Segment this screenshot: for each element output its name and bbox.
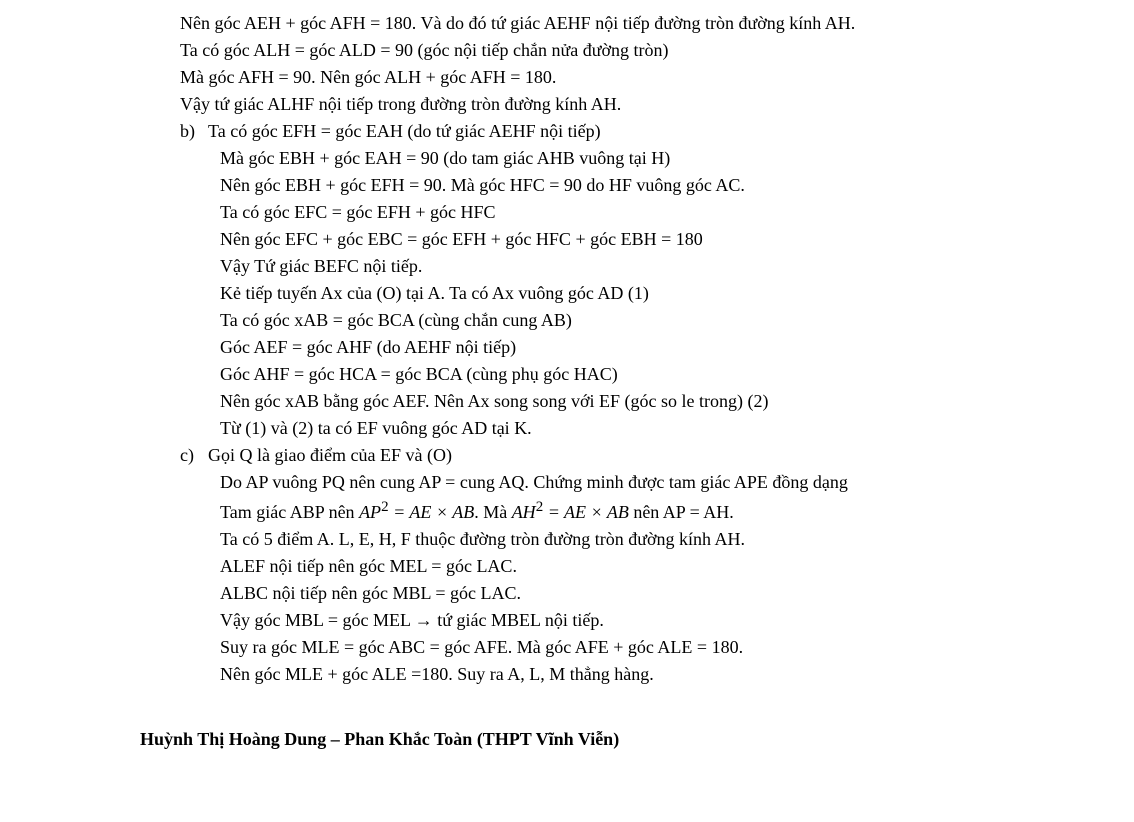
eq-exp: 2 xyxy=(381,499,389,515)
text-line: ALBC nội tiếp nên góc MBL = góc LAC. xyxy=(180,580,1074,607)
text-line: Nên góc AEH + góc AFH = 180. Và do đó tứ… xyxy=(180,10,1074,37)
text: Gọi Q là giao điểm của EF và (O) xyxy=(208,445,452,465)
eq-rhs: = AE × AB xyxy=(543,502,629,522)
eq-base: AP xyxy=(359,502,381,522)
text-line: Nên góc EBH + góc EFH = 90. Mà góc HFC =… xyxy=(180,172,1074,199)
text-line: Mà góc AFH = 90. Nên góc ALH + góc AFH =… xyxy=(180,64,1074,91)
text-line: ALEF nội tiếp nên góc MEL = góc LAC. xyxy=(180,553,1074,580)
text-line: Góc AHF = góc HCA = góc BCA (cùng phụ gó… xyxy=(180,361,1074,388)
text-line: Kẻ tiếp tuyến Ax của (O) tại A. Ta có Ax… xyxy=(180,280,1074,307)
text-line: Suy ra góc MLE = góc ABC = góc AFE. Mà g… xyxy=(180,634,1074,661)
text-line: Ta có 5 điểm A. L, E, H, F thuộc đường t… xyxy=(180,526,1074,553)
eq-base: AH xyxy=(512,502,536,522)
text-line: b)Ta có góc EFH = góc EAH (do tứ giác AE… xyxy=(180,118,1074,145)
text: . Mà xyxy=(474,502,512,522)
text-line: Ta có góc ALH = góc ALD = 90 (góc nội ti… xyxy=(180,37,1074,64)
text-line: Từ (1) và (2) ta có EF vuông góc AD tại … xyxy=(180,415,1074,442)
text: Ta có góc EFH = góc EAH (do tứ giác AEHF… xyxy=(208,121,601,141)
text-line: Mà góc EBH + góc EAH = 90 (do tam giác A… xyxy=(180,145,1074,172)
text-line: Tam giác ABP nên AP2 = AE × AB. Mà AH2 =… xyxy=(180,496,1074,526)
text-line: Vậy Tứ giác BEFC nội tiếp. xyxy=(180,253,1074,280)
text-line: Do AP vuông PQ nên cung AP = cung AQ. Ch… xyxy=(180,469,1074,496)
author-footer: Huỳnh Thị Hoàng Dung – Phan Khắc Toàn (T… xyxy=(140,726,1074,753)
list-marker-b: b) xyxy=(180,118,208,145)
text-line: Ta có góc EFC = góc EFH + góc HFC xyxy=(180,199,1074,226)
text-line: Vậy tứ giác ALHF nội tiếp trong đường tr… xyxy=(180,91,1074,118)
text-line: c)Gọi Q là giao điểm của EF và (O) xyxy=(180,442,1074,469)
text-line: Vậy góc MBL = góc MEL → tứ giác MBEL nội… xyxy=(180,607,1074,634)
text-line: Ta có góc xAB = góc BCA (cùng chắn cung … xyxy=(180,307,1074,334)
text: Tam giác ABP nên xyxy=(220,502,359,522)
eq-rhs: = AE × AB xyxy=(389,502,475,522)
text: nên AP = AH. xyxy=(629,502,734,522)
list-marker-c: c) xyxy=(180,442,208,469)
text-line: Góc AEF = góc AHF (do AEHF nội tiếp) xyxy=(180,334,1074,361)
text-line: Nên góc MLE + góc ALE =180. Suy ra A, L,… xyxy=(180,661,1074,688)
text-line: Nên góc xAB bằng góc AEF. Nên Ax song so… xyxy=(180,388,1074,415)
text-line: Nên góc EFC + góc EBC = góc EFH + góc HF… xyxy=(180,226,1074,253)
